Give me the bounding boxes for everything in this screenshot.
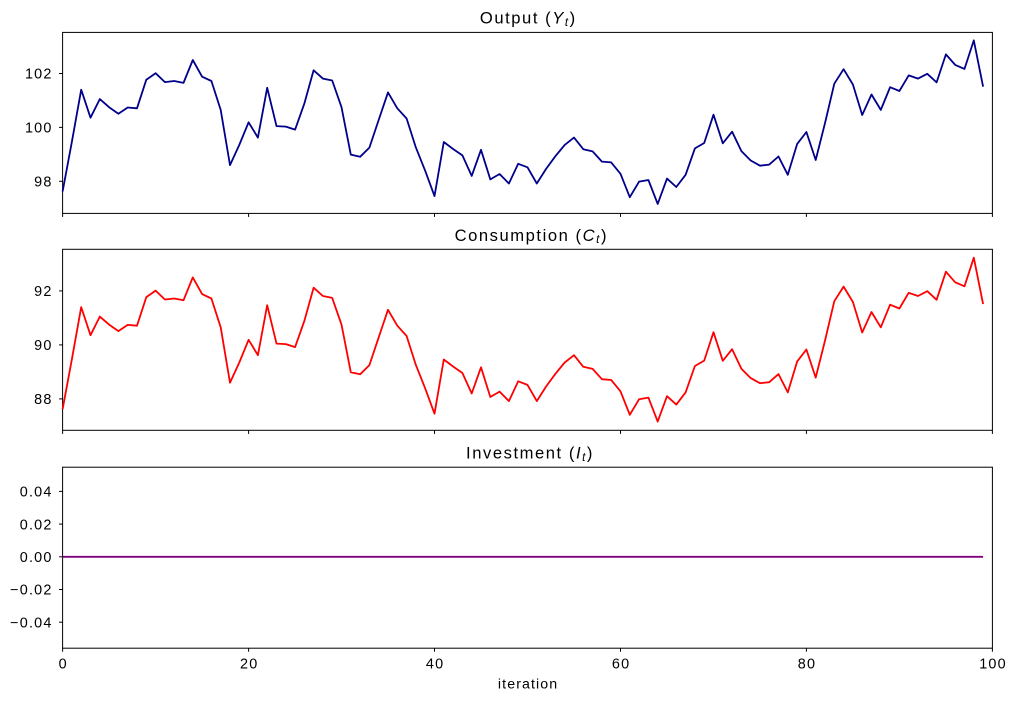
svg-text:98: 98 [34,175,52,191]
svg-text:102: 102 [25,67,53,83]
svg-text:88: 88 [34,392,52,408]
svg-text:20: 20 [240,657,258,673]
svg-text:100: 100 [979,657,1007,673]
svg-text:90: 90 [34,338,52,354]
svg-text:−0.04: −0.04 [10,615,52,631]
svg-text:0.00: 0.00 [20,550,53,566]
svg-text:0: 0 [59,657,68,673]
svg-text:Consumption (Ct): Consumption (Ct) [455,226,608,246]
svg-text:−0.02: −0.02 [10,583,52,599]
svg-text:60: 60 [612,657,630,673]
svg-text:Investment (It): Investment (It) [466,444,594,464]
svg-text:80: 80 [798,657,816,673]
svg-text:Output (Yt): Output (Yt) [480,9,577,29]
svg-text:40: 40 [426,657,444,673]
svg-text:92: 92 [34,284,52,300]
svg-text:100: 100 [25,121,53,137]
svg-text:iteration: iteration [498,676,558,692]
svg-text:0.04: 0.04 [20,485,53,501]
svg-text:0.02: 0.02 [20,517,53,533]
